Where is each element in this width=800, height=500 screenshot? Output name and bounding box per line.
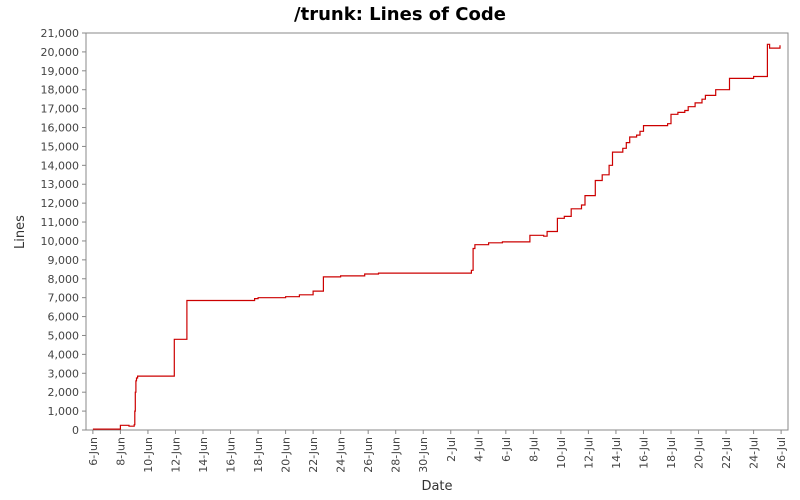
plot-area [85, 32, 789, 431]
x-tick-label: 6-Jun [87, 437, 100, 466]
x-tick-label: 8-Jul [527, 437, 540, 462]
chart-title: /trunk: Lines of Code [294, 4, 506, 25]
x-tick-label: 24-Jun [335, 437, 348, 473]
y-tick-label: 16,000 [41, 122, 80, 135]
x-tick-label: 18-Jun [252, 437, 265, 473]
y-axis: 0 1,000 2,000 3,000 4,000 5,000 6,000 7,000 8,00… [41, 27, 86, 437]
y-tick-label: 14,000 [41, 159, 80, 172]
x-tick-label: 10-Jun [142, 437, 155, 473]
y-tick-label: 18,000 [41, 84, 80, 97]
x-tick-label: 20-Jun [280, 437, 293, 473]
y-tick-label: 10,000 [41, 235, 80, 248]
x-tick-label: 14-Jun [197, 437, 210, 473]
y-tick-label: 13,000 [41, 178, 80, 191]
x-tick-label: 24-Jul [748, 437, 761, 469]
x-tick-label: 22-Jul [720, 437, 733, 469]
y-tick-label: 11,000 [41, 216, 80, 229]
x-axis: 6-Jun 8-Jun 10-Jun 12-Jun 14-Jun 16-Jun 18-Jun… [87, 430, 788, 473]
y-tick-label: 20,000 [41, 46, 80, 59]
y-tick-label: 8,000 [48, 273, 80, 286]
y-tick-label: 3,000 [48, 367, 80, 380]
y-tick-label: 2,000 [48, 386, 80, 399]
x-tick-label: 28-Jun [390, 437, 403, 473]
x-tick-label: 2-Jul [445, 437, 458, 462]
x-tick-label: 10-Jul [555, 437, 568, 469]
x-tick-label: 16-Jul [637, 437, 650, 469]
x-axis-title: Date [421, 479, 452, 494]
x-tick-label: 22-Jun [307, 437, 320, 473]
y-tick-label: 1,000 [48, 405, 80, 418]
x-tick-label: 30-Jun [417, 437, 430, 473]
y-tick-label: 4,000 [48, 348, 80, 361]
y-tick-label: 15,000 [41, 140, 80, 153]
y-tick-label: 17,000 [41, 103, 80, 116]
x-tick-label: 18-Jul [665, 437, 678, 469]
x-tick-label: 20-Jul [693, 437, 706, 469]
y-tick-label: 19,000 [41, 65, 80, 78]
series-line [92, 43, 781, 430]
x-tick-label: 14-Jul [610, 437, 623, 469]
x-tick-label: 26-Jul [775, 437, 788, 469]
x-tick-label: 8-Jun [114, 437, 127, 466]
x-tick-label: 12-Jul [582, 437, 595, 469]
x-tick-label: 16-Jun [225, 437, 238, 473]
x-tick-label: 4-Jul [472, 437, 485, 462]
y-tick-label: 7,000 [48, 292, 80, 305]
y-tick-label: 12,000 [41, 197, 80, 210]
y-axis-title: Lines [13, 215, 28, 249]
x-tick-label: 6-Jul [500, 437, 513, 462]
y-tick-label: 5,000 [48, 329, 80, 342]
x-tick-label: 26-Jun [362, 437, 375, 473]
y-tick-label: 0 [72, 424, 79, 437]
y-tick-label: 21,000 [41, 27, 80, 40]
y-tick-label: 6,000 [48, 311, 80, 324]
series-layer [92, 43, 781, 430]
x-tick-label: 12-Jun [169, 437, 182, 473]
y-tick-label: 9,000 [48, 254, 80, 267]
